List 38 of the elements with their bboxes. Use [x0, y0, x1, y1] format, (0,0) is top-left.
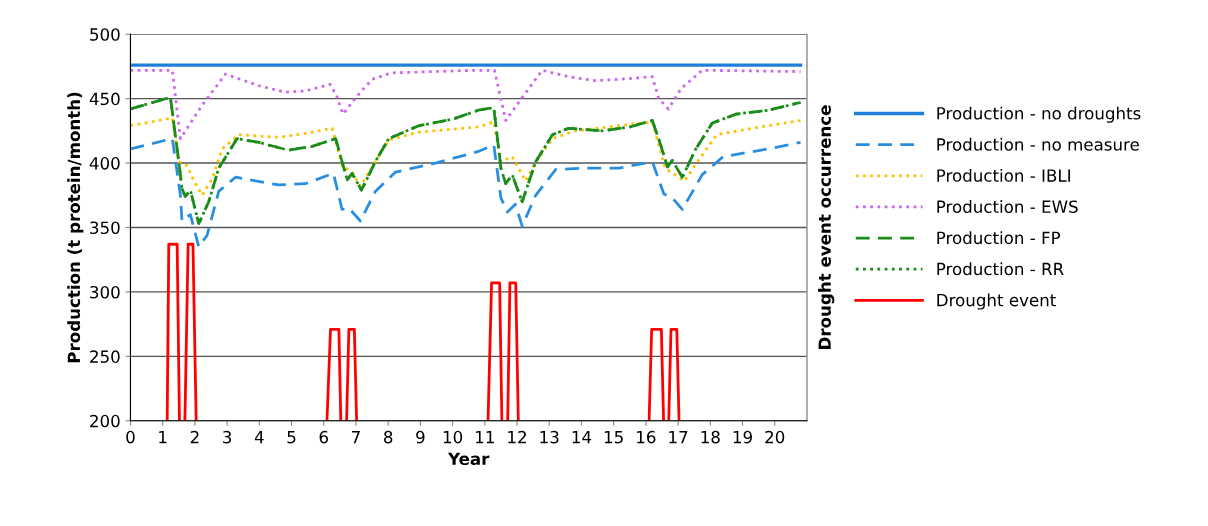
x-tick-label: 0: [126, 430, 135, 444]
y-tick-label: 350: [90, 221, 120, 235]
x-tick-label: 5: [287, 431, 296, 444]
legend-label: Production - IBLI: [937, 168, 1070, 182]
x-tick-label: 15: [604, 431, 623, 444]
legend-label: Production - RR: [937, 262, 1064, 276]
y2-axis-title: Drought event occurrence: [818, 105, 835, 349]
x-tick-label: 3: [223, 430, 232, 444]
x-tick-label: 10: [443, 430, 463, 444]
legend-label: Production - EWS: [937, 200, 1078, 213]
x-tick-label: 13: [540, 430, 559, 444]
x-tick-label: 12: [508, 430, 526, 444]
x-tick-label: 4: [254, 431, 264, 444]
x-tick-label: 11: [476, 431, 494, 444]
x-tick-label: 17: [669, 431, 688, 444]
x-tick-label: 7: [352, 431, 360, 444]
y-tick-label: 500: [90, 28, 120, 41]
x-tick-label: 6: [319, 430, 328, 444]
legend-label: Drought event: [937, 293, 1056, 310]
x-tick-label: 9: [416, 430, 425, 444]
legend-label: Production - no measure: [937, 137, 1139, 151]
y-tick-label: 400: [89, 157, 120, 170]
y-tick-label: 250: [90, 350, 120, 363]
legend-label: Production - no droughts: [937, 106, 1141, 123]
x-tick-label: 16: [637, 430, 656, 444]
x-tick-label: 2: [190, 430, 199, 444]
y-tick-label: 300: [90, 285, 120, 299]
x-tick-label: 18: [701, 430, 720, 444]
y-tick-label: 200: [90, 414, 120, 428]
legend-label: Production - FP: [937, 231, 1061, 245]
x-tick-label: 8: [384, 430, 393, 444]
y-tick-label: 450: [89, 92, 120, 106]
x-tick-label: 19: [733, 430, 752, 444]
x-axis-title: Year: [447, 452, 490, 466]
x-tick-label: 20: [765, 430, 785, 444]
y-axis-title: Production (t protein/month): [67, 92, 84, 363]
x-tick-label: 1: [159, 431, 167, 444]
x-tick-label: 14: [572, 431, 592, 444]
